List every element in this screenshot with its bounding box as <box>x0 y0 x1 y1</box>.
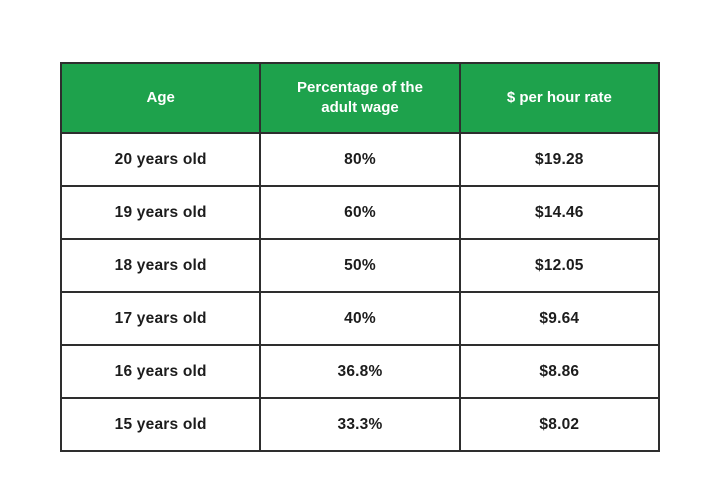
rate-cell: $8.86 <box>458 344 661 399</box>
column-header-percentage: Percentage of the adult wage <box>259 62 461 134</box>
table-row: 15 years old 33.3% $8.02 <box>59 397 661 452</box>
column-header-rate: $ per hour rate <box>458 62 661 134</box>
age-cell: 16 years old <box>59 344 262 399</box>
percentage-cell: 80% <box>259 132 461 187</box>
percentage-cell: 60% <box>259 185 461 240</box>
header-row: Age Percentage of the adult wage $ per h… <box>59 62 661 134</box>
age-cell: 15 years old <box>59 397 262 452</box>
table-row: 17 years old 40% $9.64 <box>59 291 661 346</box>
table-row: 20 years old 80% $19.28 <box>59 132 661 187</box>
age-cell: 18 years old <box>59 238 262 293</box>
age-cell: 19 years old <box>59 185 262 240</box>
youth-wage-table: Age Percentage of the adult wage $ per h… <box>59 62 661 452</box>
percentage-cell: 40% <box>259 291 461 346</box>
percentage-cell: 50% <box>259 238 461 293</box>
percentage-cell: 36.8% <box>259 344 461 399</box>
table-body: 20 years old 80% $19.28 19 years old 60%… <box>59 132 661 452</box>
rate-cell: $14.46 <box>458 185 661 240</box>
rate-cell: $19.28 <box>458 132 661 187</box>
age-cell: 20 years old <box>59 132 262 187</box>
table-row: 19 years old 60% $14.46 <box>59 185 661 240</box>
table-row: 16 years old 36.8% $8.86 <box>59 344 661 399</box>
column-header-age: Age <box>59 62 262 134</box>
rate-cell: $9.64 <box>458 291 661 346</box>
percentage-cell: 33.3% <box>259 397 461 452</box>
age-cell: 17 years old <box>59 291 262 346</box>
table-row: 18 years old 50% $12.05 <box>59 238 661 293</box>
rate-cell: $8.02 <box>458 397 661 452</box>
table-header: Age Percentage of the adult wage $ per h… <box>59 62 661 134</box>
rate-cell: $12.05 <box>458 238 661 293</box>
